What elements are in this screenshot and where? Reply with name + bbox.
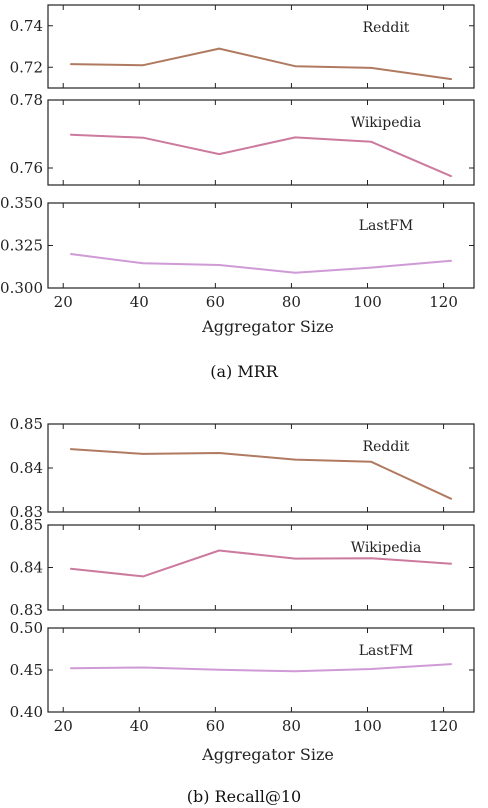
data-point [370,140,373,143]
data-point [294,557,297,560]
data-point [69,567,72,570]
data-point [370,460,373,463]
y-tick-label: 0.72 [10,58,43,76]
x-tick-label: 80 [282,717,301,735]
y-tick-label: 0.84 [10,459,43,477]
data-point [69,253,72,255]
chart-panel: 0.40 0.45 0.50 20 40 60 80 100 120 LastFM [10,619,475,735]
data-point [450,259,453,262]
data-point [218,47,221,50]
y-tick-label: 0.84 [10,559,43,577]
y-tick-label: 0.74 [10,17,43,35]
y-tick-label: 0.325 [0,237,43,255]
x-tick-label: 40 [130,293,149,311]
y-tick-label: 0.45 [10,661,43,679]
data-point [218,452,221,454]
chart-panel: 0.72 0.74 Reddit [10,4,475,89]
data-point [142,262,144,265]
data-point [450,175,453,178]
y-tick-label: 0.300 [0,279,43,297]
data-point [450,497,453,500]
chart-panel: 0.300 0.325 0.350 20 40 60 80 100 120 LastFM [0,194,475,311]
x-tick-label: 20 [54,717,73,735]
panel-container: 0.72 0.74 Reddit 0.76 0.78 Wikipedia 0.300 0.32… [0,4,475,735]
x-tick-label: 100 [353,293,382,311]
caption-mrr: (a) MRR [210,362,279,381]
data-point [370,266,373,269]
data-point [142,453,144,455]
plot-frame [47,524,475,611]
data-point [370,668,373,670]
y-tick-label: 0.40 [10,703,43,721]
y-tick-label: 0.83 [10,601,43,619]
data-point [218,668,221,671]
data-point [450,562,453,565]
series-line [70,448,452,500]
data-point [218,264,221,266]
data-point [370,66,373,69]
x-tick-label: 20 [54,293,73,311]
data-point [450,78,453,80]
data-point [294,65,297,68]
data-point [294,271,297,274]
series-line [70,133,452,178]
plot-frame [47,423,475,513]
data-point [69,448,72,450]
series-line [70,549,452,578]
chart-panel: 0.83 0.84 0.85 Reddit [10,415,475,521]
y-tick-label: 0.50 [10,619,43,637]
panel-title: Wikipedia [351,115,422,131]
x-tick-label: 60 [206,293,225,311]
x-tick-label: 100 [353,717,382,735]
panel-title: LastFM [359,643,414,659]
panel-title: Reddit [363,439,410,455]
panel-title: Wikipedia [351,540,422,556]
data-point [370,557,373,560]
plot-frame [47,4,475,89]
data-point [294,458,297,461]
data-point [142,666,144,669]
x-tick-label: 120 [429,293,458,311]
plot-frame [47,202,475,289]
chart-panel: 0.83 0.84 0.85 Wikipedia [10,516,475,619]
data-point [69,133,72,136]
y-tick-label: 0.78 [10,91,43,109]
series-line [70,47,452,81]
series-line [70,663,452,673]
x-tick-label: 60 [206,717,225,735]
data-point [142,575,144,578]
chart-panel: 0.76 0.78 Wikipedia [10,91,475,186]
x-axis-title-recall: Aggregator Size [201,745,334,764]
data-point [450,663,453,666]
data-point [69,667,72,670]
x-tick-label: 120 [429,717,458,735]
data-point [142,136,144,139]
y-tick-label: 0.83 [10,503,43,521]
series-line [70,253,452,274]
data-point [294,670,297,673]
data-point [218,153,221,155]
data-point [69,63,72,66]
x-tick-label: 40 [130,717,149,735]
x-axis-title-mrr: Aggregator Size [201,317,334,336]
x-tick-label: 80 [282,293,301,311]
data-point [142,64,144,67]
panel-title: LastFM [359,218,414,234]
y-tick-label: 0.76 [10,159,43,177]
panel-title: Reddit [363,20,410,36]
y-tick-label: 0.350 [0,194,43,212]
data-point [294,136,297,139]
caption-recall: (b) Recall@10 [187,787,301,806]
y-tick-label: 0.85 [10,415,43,433]
y-tick-label: 0.85 [10,516,43,534]
plot-frame [47,99,475,186]
data-point [218,549,221,552]
